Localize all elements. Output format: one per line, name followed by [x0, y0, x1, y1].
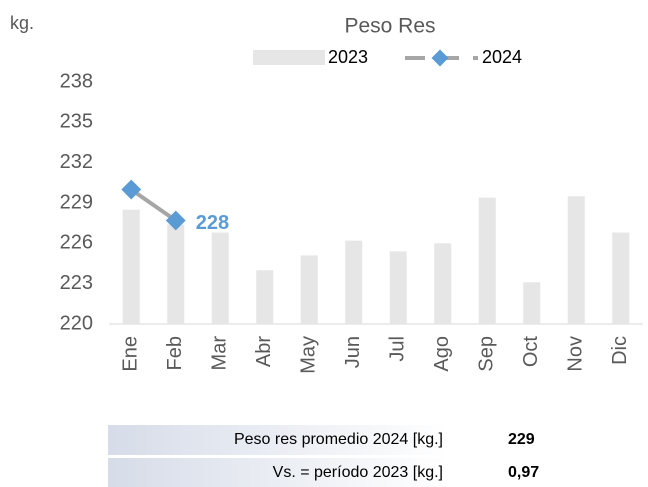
table-row-bg	[108, 458, 448, 487]
x-tick-label: Sep	[476, 336, 498, 372]
bar	[122, 209, 140, 324]
bar	[567, 196, 585, 324]
y-tick-label: 232	[60, 151, 93, 173]
x-tick-label: Mar	[209, 336, 231, 371]
legend-label: 2024	[482, 47, 522, 67]
marker	[165, 210, 186, 231]
bar	[389, 251, 407, 324]
x-tick-label: Ene	[120, 336, 142, 372]
bar	[345, 240, 363, 324]
table-row-bg	[108, 425, 448, 455]
chart-title: Peso Res	[344, 15, 435, 38]
bar	[434, 243, 452, 324]
bar	[478, 197, 496, 324]
bar	[523, 282, 541, 324]
table-cell: Peso res promedio 2024 [kg.]	[234, 431, 443, 448]
y-tick-label: 229	[60, 191, 93, 213]
legend-marker	[431, 49, 449, 67]
x-tick-label: Jun	[342, 336, 364, 368]
y-tick-label: 238	[60, 70, 93, 92]
x-tick-label: Oct	[520, 336, 542, 368]
x-tick-label: Jul	[387, 336, 409, 362]
bar	[256, 270, 274, 324]
y-axis-label: kg.	[10, 13, 34, 33]
table-cell: 0,97	[508, 464, 539, 481]
x-tick-label: Ago	[431, 336, 453, 372]
x-tick-label: Dic	[609, 336, 631, 365]
marker	[121, 179, 142, 200]
legend-label: 2023	[328, 47, 368, 67]
data-label: 228	[196, 212, 229, 234]
table-cell: 229	[508, 431, 535, 448]
bar	[612, 232, 630, 324]
line	[130, 187, 177, 223]
bar	[211, 232, 229, 324]
y-tick-label: 235	[60, 111, 93, 133]
legend-swatch	[253, 50, 325, 65]
bar	[167, 224, 185, 324]
y-tick-label: 223	[60, 272, 93, 294]
x-tick-label: Nov	[565, 336, 587, 372]
y-tick-label: 226	[60, 232, 93, 254]
x-tick-label: Feb	[164, 336, 186, 370]
x-tick-label: May	[298, 336, 320, 374]
y-tick-label: 220	[60, 312, 93, 334]
table-cell: Vs. = período 2023 [kg.]	[273, 464, 443, 481]
bar	[300, 255, 318, 324]
x-tick-label: Abr	[253, 336, 275, 367]
